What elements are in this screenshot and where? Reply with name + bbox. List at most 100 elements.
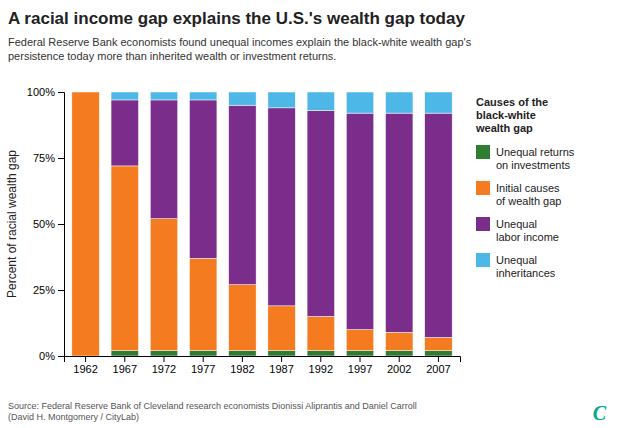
- bar: [346, 113, 373, 329]
- bar: [346, 351, 373, 356]
- chart: A racial income gap explains the U.S.'s …: [0, 0, 620, 428]
- text-line: of wealth gap: [496, 195, 561, 207]
- background: [0, 0, 620, 428]
- bar: [189, 258, 216, 350]
- bar: [386, 332, 413, 350]
- bar: [268, 108, 295, 306]
- legend-label: Unequallabor income: [496, 218, 559, 243]
- tick-mark: [360, 356, 361, 362]
- tick-label: 75%: [33, 152, 55, 164]
- series: [72, 92, 452, 356]
- tick-label: 2002: [387, 363, 411, 375]
- legend-swatch: [476, 253, 490, 267]
- tick-label: 50%: [33, 218, 55, 230]
- tick: 1997: [348, 356, 372, 375]
- text-line: Initial causes: [496, 182, 560, 194]
- tick-label: 1992: [309, 363, 333, 375]
- bar: [229, 105, 256, 285]
- legend-swatch: [476, 217, 490, 231]
- legend-label: Unequalinheritances: [496, 254, 556, 279]
- bar: [72, 92, 99, 356]
- tick-mark: [58, 290, 64, 291]
- tick-label: 1977: [191, 363, 215, 375]
- tick: 100%: [27, 86, 64, 98]
- tick: 0%: [39, 350, 64, 362]
- bar: [229, 92, 256, 105]
- text-line: Federal Reserve Bank economists found un…: [8, 36, 472, 48]
- bar: [111, 92, 138, 100]
- text-line: on investments: [496, 159, 570, 171]
- legend-label: Unequal returnson investments: [496, 146, 575, 171]
- bar: [229, 351, 256, 356]
- legend-swatch: [476, 145, 490, 159]
- bar: [307, 110, 334, 316]
- bar: [386, 92, 413, 113]
- tick-label: 100%: [27, 86, 55, 98]
- bar: [229, 285, 256, 351]
- series: [111, 92, 452, 113]
- tick-mark: [203, 356, 204, 362]
- bar: [189, 100, 216, 258]
- y-axis-title: Percent of racial wealth gap: [5, 150, 19, 298]
- bar: [189, 351, 216, 356]
- subtitle: Federal Reserve Bank economists found un…: [8, 36, 472, 62]
- bar: [111, 100, 138, 166]
- tick: 1987: [269, 356, 293, 375]
- tick-mark: [58, 356, 64, 357]
- bar: [150, 219, 177, 351]
- bar: [150, 92, 177, 100]
- tick-label: 1997: [348, 363, 372, 375]
- text-line: Unequal: [496, 254, 537, 266]
- legend-item: Unequalinheritances: [476, 253, 556, 279]
- y-axis: 0% 25% 50% 75% 100%: [27, 86, 65, 362]
- tick: 2007: [426, 356, 450, 375]
- tick: 25%: [33, 284, 64, 296]
- tick-mark: [320, 356, 321, 362]
- legend-item: Unequallabor income: [476, 217, 559, 243]
- text-line: Causes of the: [476, 96, 548, 108]
- bar: [425, 338, 452, 351]
- text-line: labor income: [496, 231, 559, 243]
- tick: 2002: [387, 356, 411, 375]
- tick: 1992: [309, 356, 333, 375]
- tick-label: 0%: [39, 350, 55, 362]
- title: A racial income gap explains the U.S.'s …: [8, 9, 465, 28]
- bar: [268, 306, 295, 351]
- bar: [111, 351, 138, 356]
- bar: [72, 92, 99, 93]
- tick-label: 1982: [230, 363, 254, 375]
- bar: [72, 92, 99, 93]
- x-axis: 1962 1967 1972 1977 1982 1987 1992 1997 2002 2007: [65, 356, 461, 375]
- text-line: black-white: [476, 109, 536, 121]
- bar: [150, 351, 177, 356]
- bar: [425, 92, 452, 113]
- tick-mark: [85, 356, 86, 362]
- bar: [346, 330, 373, 351]
- text-line: Unequal: [496, 218, 537, 230]
- bar: [307, 92, 334, 110]
- text-line: persistence today more than inherited we…: [8, 50, 336, 62]
- tick-mark: [58, 92, 64, 93]
- tick-label: 1967: [113, 363, 137, 375]
- tick: 1962: [73, 356, 97, 375]
- legend-swatch: [476, 181, 490, 195]
- text-line: Source: Federal Reserve Bank of Clevelan…: [8, 401, 417, 411]
- tick-mark: [58, 158, 64, 159]
- legend: Causes of theblack-whitewealth gapUnequa…: [475, 96, 575, 279]
- bar: [425, 351, 452, 356]
- bar: [111, 166, 138, 351]
- tick-label: 1972: [152, 363, 176, 375]
- bar: [189, 92, 216, 100]
- text-line: (David H. Montgomery / CityLab): [8, 412, 139, 422]
- text-line: Unequal returns: [496, 146, 575, 158]
- bar: [425, 113, 452, 337]
- logo: C: [593, 402, 607, 424]
- tick: 75%: [33, 152, 64, 164]
- tick-mark: [58, 224, 64, 225]
- tick: 1972: [152, 356, 176, 375]
- series: [111, 100, 452, 338]
- text-line: inheritances: [496, 267, 556, 279]
- bar: [268, 92, 295, 108]
- tick-mark: [163, 356, 164, 362]
- tick: 1982: [230, 356, 254, 375]
